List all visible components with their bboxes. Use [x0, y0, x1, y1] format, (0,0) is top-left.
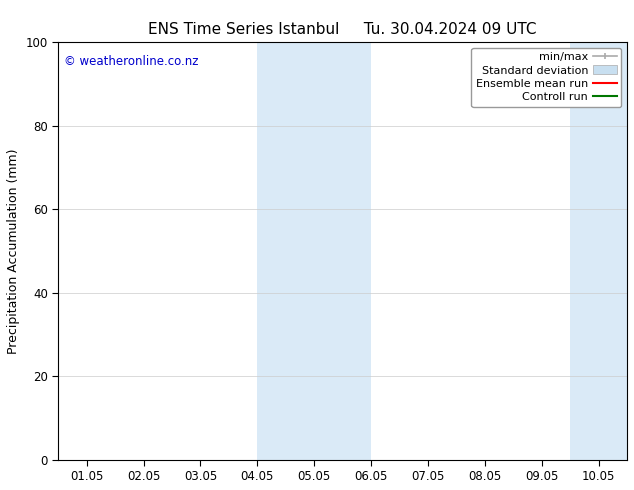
Legend: min/max, Standard deviation, Ensemble mean run, Controll run: min/max, Standard deviation, Ensemble me…: [472, 48, 621, 107]
Y-axis label: Precipitation Accumulation (mm): Precipitation Accumulation (mm): [7, 148, 20, 354]
Bar: [570, 42, 627, 460]
Bar: [257, 42, 371, 460]
Title: ENS Time Series Istanbul     Tu. 30.04.2024 09 UTC: ENS Time Series Istanbul Tu. 30.04.2024 …: [148, 22, 537, 37]
Text: © weatheronline.co.nz: © weatheronline.co.nz: [64, 54, 198, 68]
